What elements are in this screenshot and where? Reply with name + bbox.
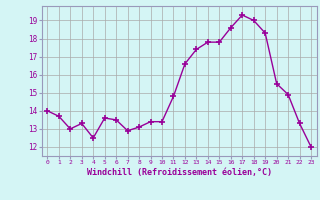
X-axis label: Windchill (Refroidissement éolien,°C): Windchill (Refroidissement éolien,°C): [87, 168, 272, 177]
